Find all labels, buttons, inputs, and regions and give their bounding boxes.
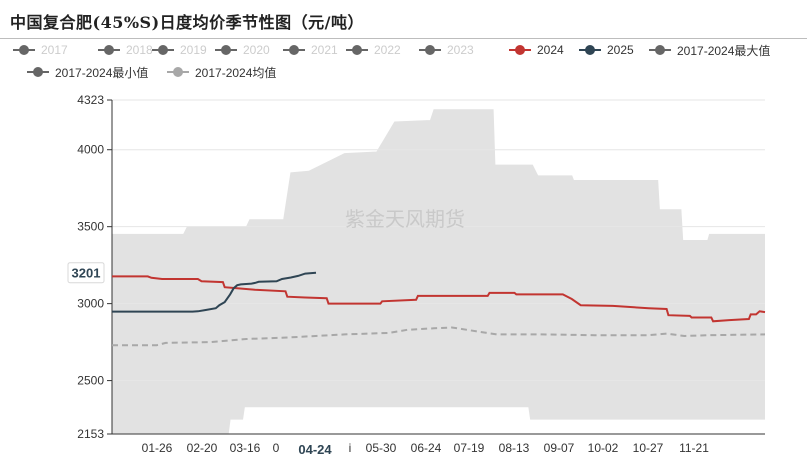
x-tick-label: 01-26 (142, 441, 173, 455)
x-tick-label: 10-27 (633, 441, 664, 455)
legend-label: 2019 (180, 43, 207, 57)
current-value-box (67, 262, 105, 284)
y-tick-label: 3500 (77, 220, 104, 234)
series-average-line (112, 326, 766, 347)
current-value-label: 3201 (72, 266, 101, 281)
x-tick-label: 02-20 (187, 441, 218, 455)
legend-item[interactable]: 2021 (282, 40, 338, 60)
series-2025-line (112, 271, 317, 313)
legend-label: 2017 (41, 43, 68, 57)
series-max-line (112, 109, 765, 241)
legend-item[interactable]: 2018 (97, 40, 153, 60)
legend-label: 2023 (447, 43, 474, 57)
legend-item[interactable]: 2019 (151, 40, 207, 60)
legend-marker-icon (167, 67, 189, 77)
legend-item[interactable]: 2017-2024均值 (166, 62, 276, 82)
legend-label: 2017-2024最大值 (677, 43, 771, 58)
legend-item[interactable]: 2020 (214, 40, 270, 60)
legend-label: 2025 (607, 43, 634, 57)
title-divider (0, 38, 807, 39)
legend-marker-icon (419, 45, 441, 55)
legend-label: 2017-2024最小值 (55, 65, 149, 80)
legend-marker-icon (509, 45, 531, 55)
legend-item[interactable]: 2017-2024最大值 (648, 40, 770, 60)
x-tick-label: 06-24 (411, 441, 442, 455)
legend-item[interactable]: 2023 (418, 40, 474, 60)
x-tick-label: 11-21 (679, 441, 709, 455)
x-tick-label: 03-16 (230, 441, 261, 455)
legend-marker-icon (27, 67, 49, 77)
y-tick-label: 2500 (77, 374, 104, 388)
legend-item[interactable]: 2017 (12, 40, 68, 60)
legend-label: 2022 (374, 43, 401, 57)
y-tick-label: 4323 (77, 93, 104, 107)
y-tick-label: 4000 (77, 143, 104, 157)
legend-marker-icon (579, 45, 601, 55)
x-tick-label: 0 (273, 441, 280, 455)
x-tick-label: 07-19 (454, 441, 485, 455)
legend-label: 2021 (311, 43, 338, 57)
legend-item[interactable]: 2024 (508, 40, 564, 60)
legend-marker-icon (13, 45, 35, 55)
legend-marker-icon (283, 45, 305, 55)
series-2024-line (112, 275, 766, 323)
legend-marker-icon (98, 45, 120, 55)
legend-item[interactable]: 2022 (345, 40, 401, 60)
legend-marker-icon (346, 45, 368, 55)
y-tick-label: 3000 (77, 297, 104, 311)
series-min-line (112, 406, 765, 434)
legend-marker-icon (649, 45, 671, 55)
x-tick-label: 04-24 (298, 442, 332, 457)
legend-label: 2024 (537, 43, 564, 57)
legend-marker-icon (215, 45, 237, 55)
x-tick-label: 05-30 (366, 441, 397, 455)
range-band (112, 109, 765, 433)
x-tick-label: i (349, 441, 352, 455)
legend-item[interactable]: 2025 (578, 40, 634, 60)
legend-label: 2017-2024均值 (195, 65, 277, 80)
legend: 2017 2018 2019 2020 2021 2022 2023 2024 2025 2017… (0, 0, 807, 90)
x-tick-label: 08-13 (499, 441, 530, 455)
y-tick-label: 2153 (77, 427, 104, 441)
x-tick-label: 09-07 (544, 441, 575, 455)
watermark: 紫金天风期货 (345, 208, 465, 231)
legend-label: 2018 (126, 43, 153, 57)
legend-marker-icon (152, 45, 174, 55)
legend-item[interactable]: 2017-2024最小值 (26, 62, 148, 82)
x-tick-label: 10-02 (588, 441, 619, 455)
chart-title: 中国复合肥(45%S)日度均价季节性图（元/吨） (10, 13, 365, 32)
legend-label: 2020 (243, 43, 270, 57)
